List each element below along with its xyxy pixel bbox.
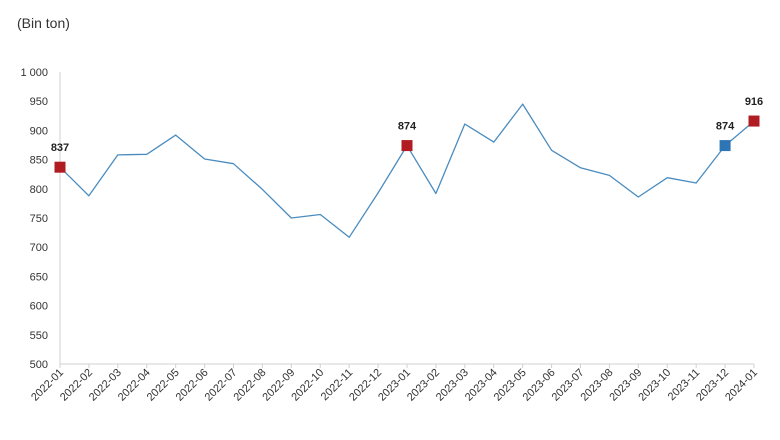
data-label: 874 <box>716 121 735 133</box>
data-point-marker <box>719 140 731 152</box>
y-tick-label: 600 <box>30 301 48 313</box>
y-axis: 500 550 600 650 700 750 800 850 900 950 1 000 <box>20 67 61 371</box>
data-label: 874 <box>398 121 417 133</box>
x-tick-label: 2023-10 <box>636 367 673 404</box>
highlight-markers <box>54 115 760 173</box>
y-tick-label: 800 <box>30 184 48 196</box>
x-tick-label: 2024-01 <box>723 367 760 404</box>
y-tick-label: 700 <box>30 242 48 254</box>
y-tick-label: 650 <box>30 271 48 283</box>
y-tick-label: 550 <box>30 330 48 342</box>
data-point-marker <box>748 115 760 127</box>
data-label: 837 <box>51 142 69 154</box>
data-label: 916 <box>745 96 763 108</box>
y-tick-label: 900 <box>30 125 48 137</box>
data-labels: 837 874 874 916 <box>51 96 763 154</box>
data-point-marker <box>54 161 66 173</box>
data-point-marker <box>401 140 413 152</box>
y-tick-label: 950 <box>30 96 48 108</box>
y-tick-label: 750 <box>30 213 48 225</box>
y-tick-label: 1 000 <box>20 67 48 79</box>
y-tick-label: 850 <box>30 155 48 167</box>
y-tick-label: 500 <box>30 359 48 371</box>
x-axis: 2022-012022-022022-032022-042022-052022-… <box>29 363 760 404</box>
x-tick-label: 2022-10 <box>289 367 326 404</box>
unit-label: (Bin ton) <box>17 15 70 31</box>
